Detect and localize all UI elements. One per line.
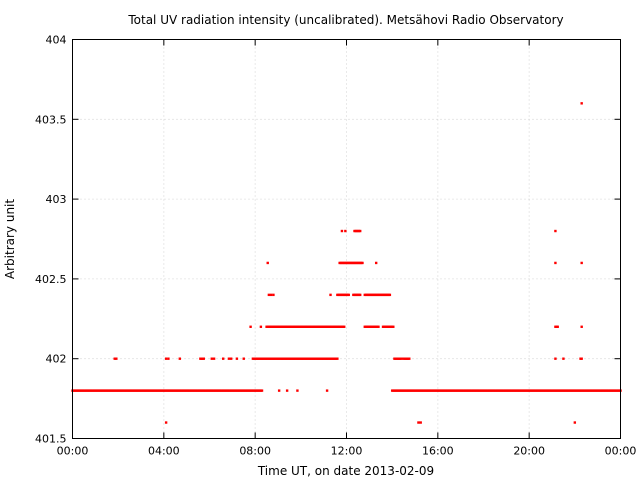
data-point: [222, 357, 225, 360]
data-point: [556, 325, 559, 328]
data-point: [210, 357, 213, 360]
data-point: [113, 357, 116, 360]
data-point: [249, 325, 252, 328]
x-tick-label: 00:00: [605, 445, 637, 458]
data-point: [374, 261, 378, 265]
data-point: [115, 357, 118, 360]
plot-frame: [72, 39, 621, 439]
data-point: [267, 293, 271, 297]
data-point: [266, 261, 269, 265]
data-point: [277, 389, 281, 392]
data-point: [580, 357, 583, 360]
y-tick-label: 402.5: [35, 273, 67, 286]
data-point: [562, 357, 565, 360]
data-point: [388, 293, 392, 297]
data-point: [269, 293, 273, 297]
data-point: [340, 229, 344, 233]
data-point: [573, 421, 577, 424]
data-point: [347, 293, 350, 297]
data-point: [554, 229, 557, 233]
data-point: [229, 357, 233, 360]
data-point: [419, 421, 422, 424]
data-point: [164, 357, 168, 360]
y-tick-label: 402: [46, 353, 67, 366]
data-point: [260, 389, 264, 392]
data-point: [400, 357, 403, 360]
data-point: [361, 261, 364, 265]
data-point: [164, 421, 168, 424]
axis-ticks: 401.5 402 402.5 403 403.5 404 00:00 04:00 08:00 1…: [35, 34, 636, 458]
data-point: [202, 357, 205, 360]
data-point: [259, 325, 263, 328]
data-point: [235, 357, 239, 360]
data-point: [554, 357, 557, 360]
data-point: [392, 325, 395, 328]
x-tick-label: 04:00: [148, 445, 180, 458]
data-point: [580, 325, 583, 328]
data-point: [325, 389, 329, 392]
data-point: [227, 357, 231, 360]
y-tick-label: 404: [46, 34, 67, 47]
data-point: [272, 293, 275, 297]
chart-title: Total UV radiation intensity (uncalibrat…: [127, 13, 563, 27]
data-point: [212, 357, 216, 360]
data-point: [329, 293, 332, 297]
data-point: [296, 389, 299, 392]
data-point: [343, 325, 346, 328]
y-tick-label: 401.5: [35, 433, 67, 446]
data-point: [359, 293, 362, 297]
data-point: [344, 229, 347, 233]
data-point: [417, 421, 420, 424]
x-tick-label: 12:00: [331, 445, 363, 458]
data-point: [580, 261, 583, 265]
data-point: [554, 261, 557, 265]
y-axis-title: Arbitrary unit: [3, 199, 17, 279]
data-point: [336, 357, 339, 360]
x-axis-title: Time UT, on date 2013-02-09: [257, 464, 434, 478]
grid: [72, 39, 621, 439]
x-tick-label: 08:00: [239, 445, 271, 458]
y-tick-label: 403: [46, 193, 67, 206]
x-tick-label: 16:00: [422, 445, 454, 458]
data-point: [580, 102, 583, 105]
data-point: [377, 325, 380, 328]
x-tick-label: 00:00: [57, 445, 89, 458]
data-point: [408, 357, 411, 360]
data-point: [167, 357, 170, 360]
data-point: [285, 389, 289, 392]
data-points: [71, 102, 622, 424]
x-tick-label: 20:00: [513, 445, 545, 458]
y-tick-label: 403.5: [35, 113, 67, 126]
data-point: [359, 229, 362, 233]
data-point: [178, 357, 182, 360]
data-point: [242, 357, 245, 360]
